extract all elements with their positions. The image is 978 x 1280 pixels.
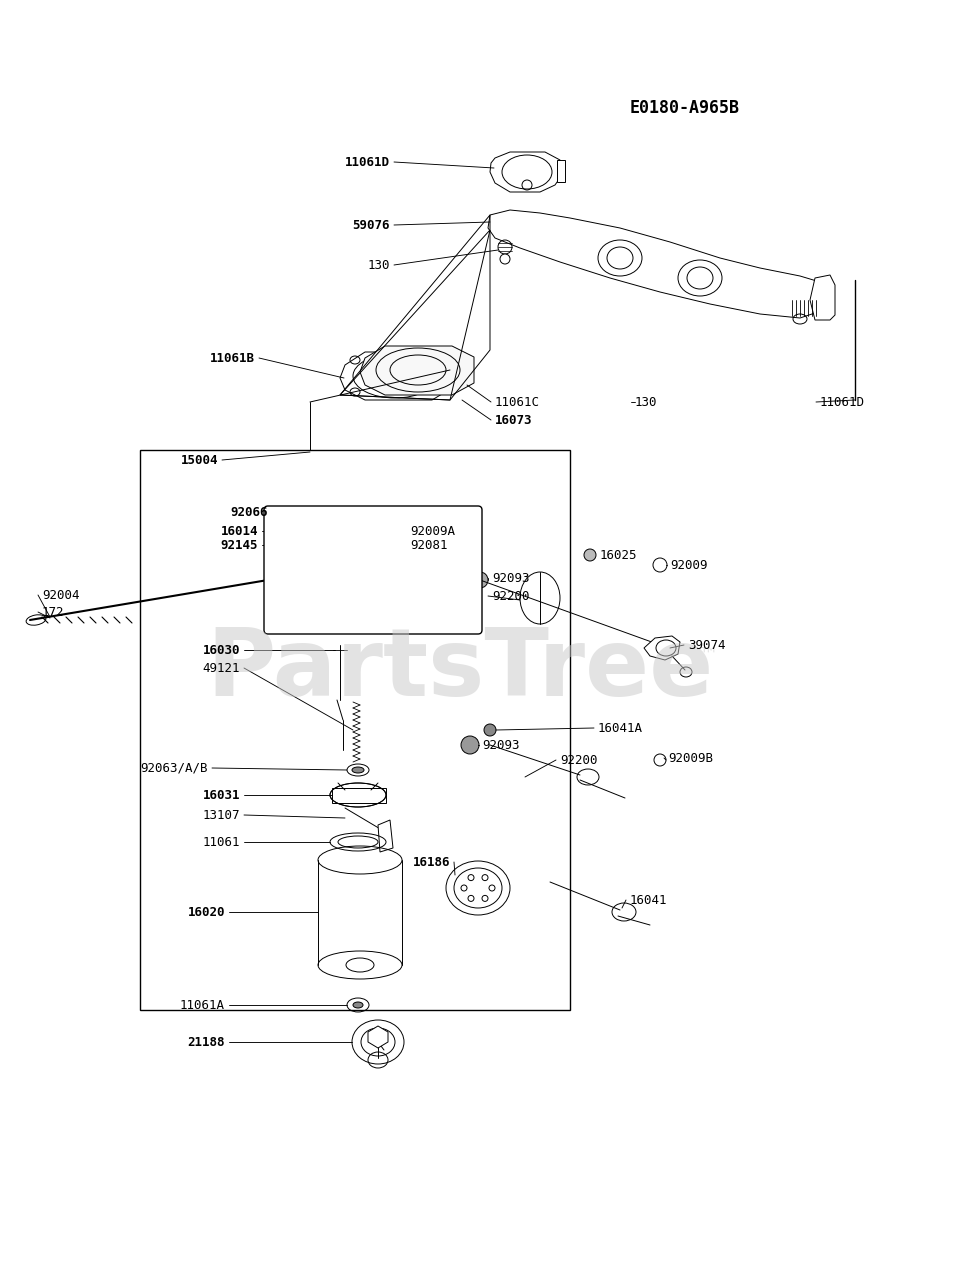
Bar [394,541,403,549]
Bar [332,788,385,803]
Text: 39074: 39074 [688,639,725,652]
Text: 92200: 92200 [559,754,597,767]
Text: 92081: 92081 [410,539,447,552]
Text: 130: 130 [367,259,389,271]
Ellipse shape [281,554,289,562]
Text: ™: ™ [697,645,717,664]
Polygon shape [368,1027,387,1048]
Text: 92009A: 92009A [410,525,455,538]
Text: 92009: 92009 [669,558,707,571]
Text: 16073: 16073 [495,413,532,426]
Text: 16031: 16031 [202,788,240,801]
Text: 92093: 92093 [481,739,519,751]
Text: 11061: 11061 [202,836,240,849]
Text: 92093: 92093 [492,571,529,585]
Ellipse shape [500,253,510,264]
Ellipse shape [305,517,315,527]
Text: 16041: 16041 [630,893,667,906]
Text: 16030: 16030 [202,644,240,657]
Text: 13107: 13107 [202,809,240,822]
Text: 92200: 92200 [492,590,529,603]
Ellipse shape [483,724,496,736]
Ellipse shape [394,526,405,536]
Polygon shape [487,210,824,317]
Text: 92145: 92145 [220,539,258,552]
Ellipse shape [461,736,478,754]
Text: 21188: 21188 [188,1036,225,1048]
Text: E0180-A965B: E0180-A965B [630,99,739,116]
Text: 92009B: 92009B [667,751,712,764]
Ellipse shape [352,767,364,773]
Text: 11061D: 11061D [344,155,389,169]
Text: 16041A: 16041A [598,722,643,735]
Text: 11061A: 11061A [180,998,225,1011]
Text: PartsTree: PartsTree [206,625,713,716]
Text: 92004: 92004 [42,589,79,602]
Polygon shape [339,352,452,401]
Bar [556,160,564,182]
Text: 11061D: 11061D [820,396,865,408]
Text: 11061C: 11061C [495,396,540,408]
Bar [344,541,354,550]
Text: 49121: 49121 [202,662,240,675]
Text: 11061B: 11061B [210,352,254,365]
Ellipse shape [353,1002,363,1009]
Text: 16186: 16186 [412,855,450,869]
Text: 16014: 16014 [220,525,258,538]
Polygon shape [490,152,561,192]
FancyBboxPatch shape [264,506,481,634]
Polygon shape [360,346,473,396]
Bar [140,451,569,1010]
Text: 130: 130 [635,396,657,408]
Ellipse shape [584,549,596,561]
Ellipse shape [471,572,487,588]
Text: 16020: 16020 [188,905,225,919]
Polygon shape [809,275,834,320]
Text: 92066: 92066 [230,506,268,518]
Text: 15004: 15004 [180,453,218,466]
Text: 59076: 59076 [352,219,389,232]
Polygon shape [378,820,392,852]
Text: 16025: 16025 [600,549,637,562]
Bar [344,527,354,536]
Text: 172: 172 [42,605,65,618]
Text: 92063/A/B: 92063/A/B [141,762,207,774]
Polygon shape [644,636,680,660]
